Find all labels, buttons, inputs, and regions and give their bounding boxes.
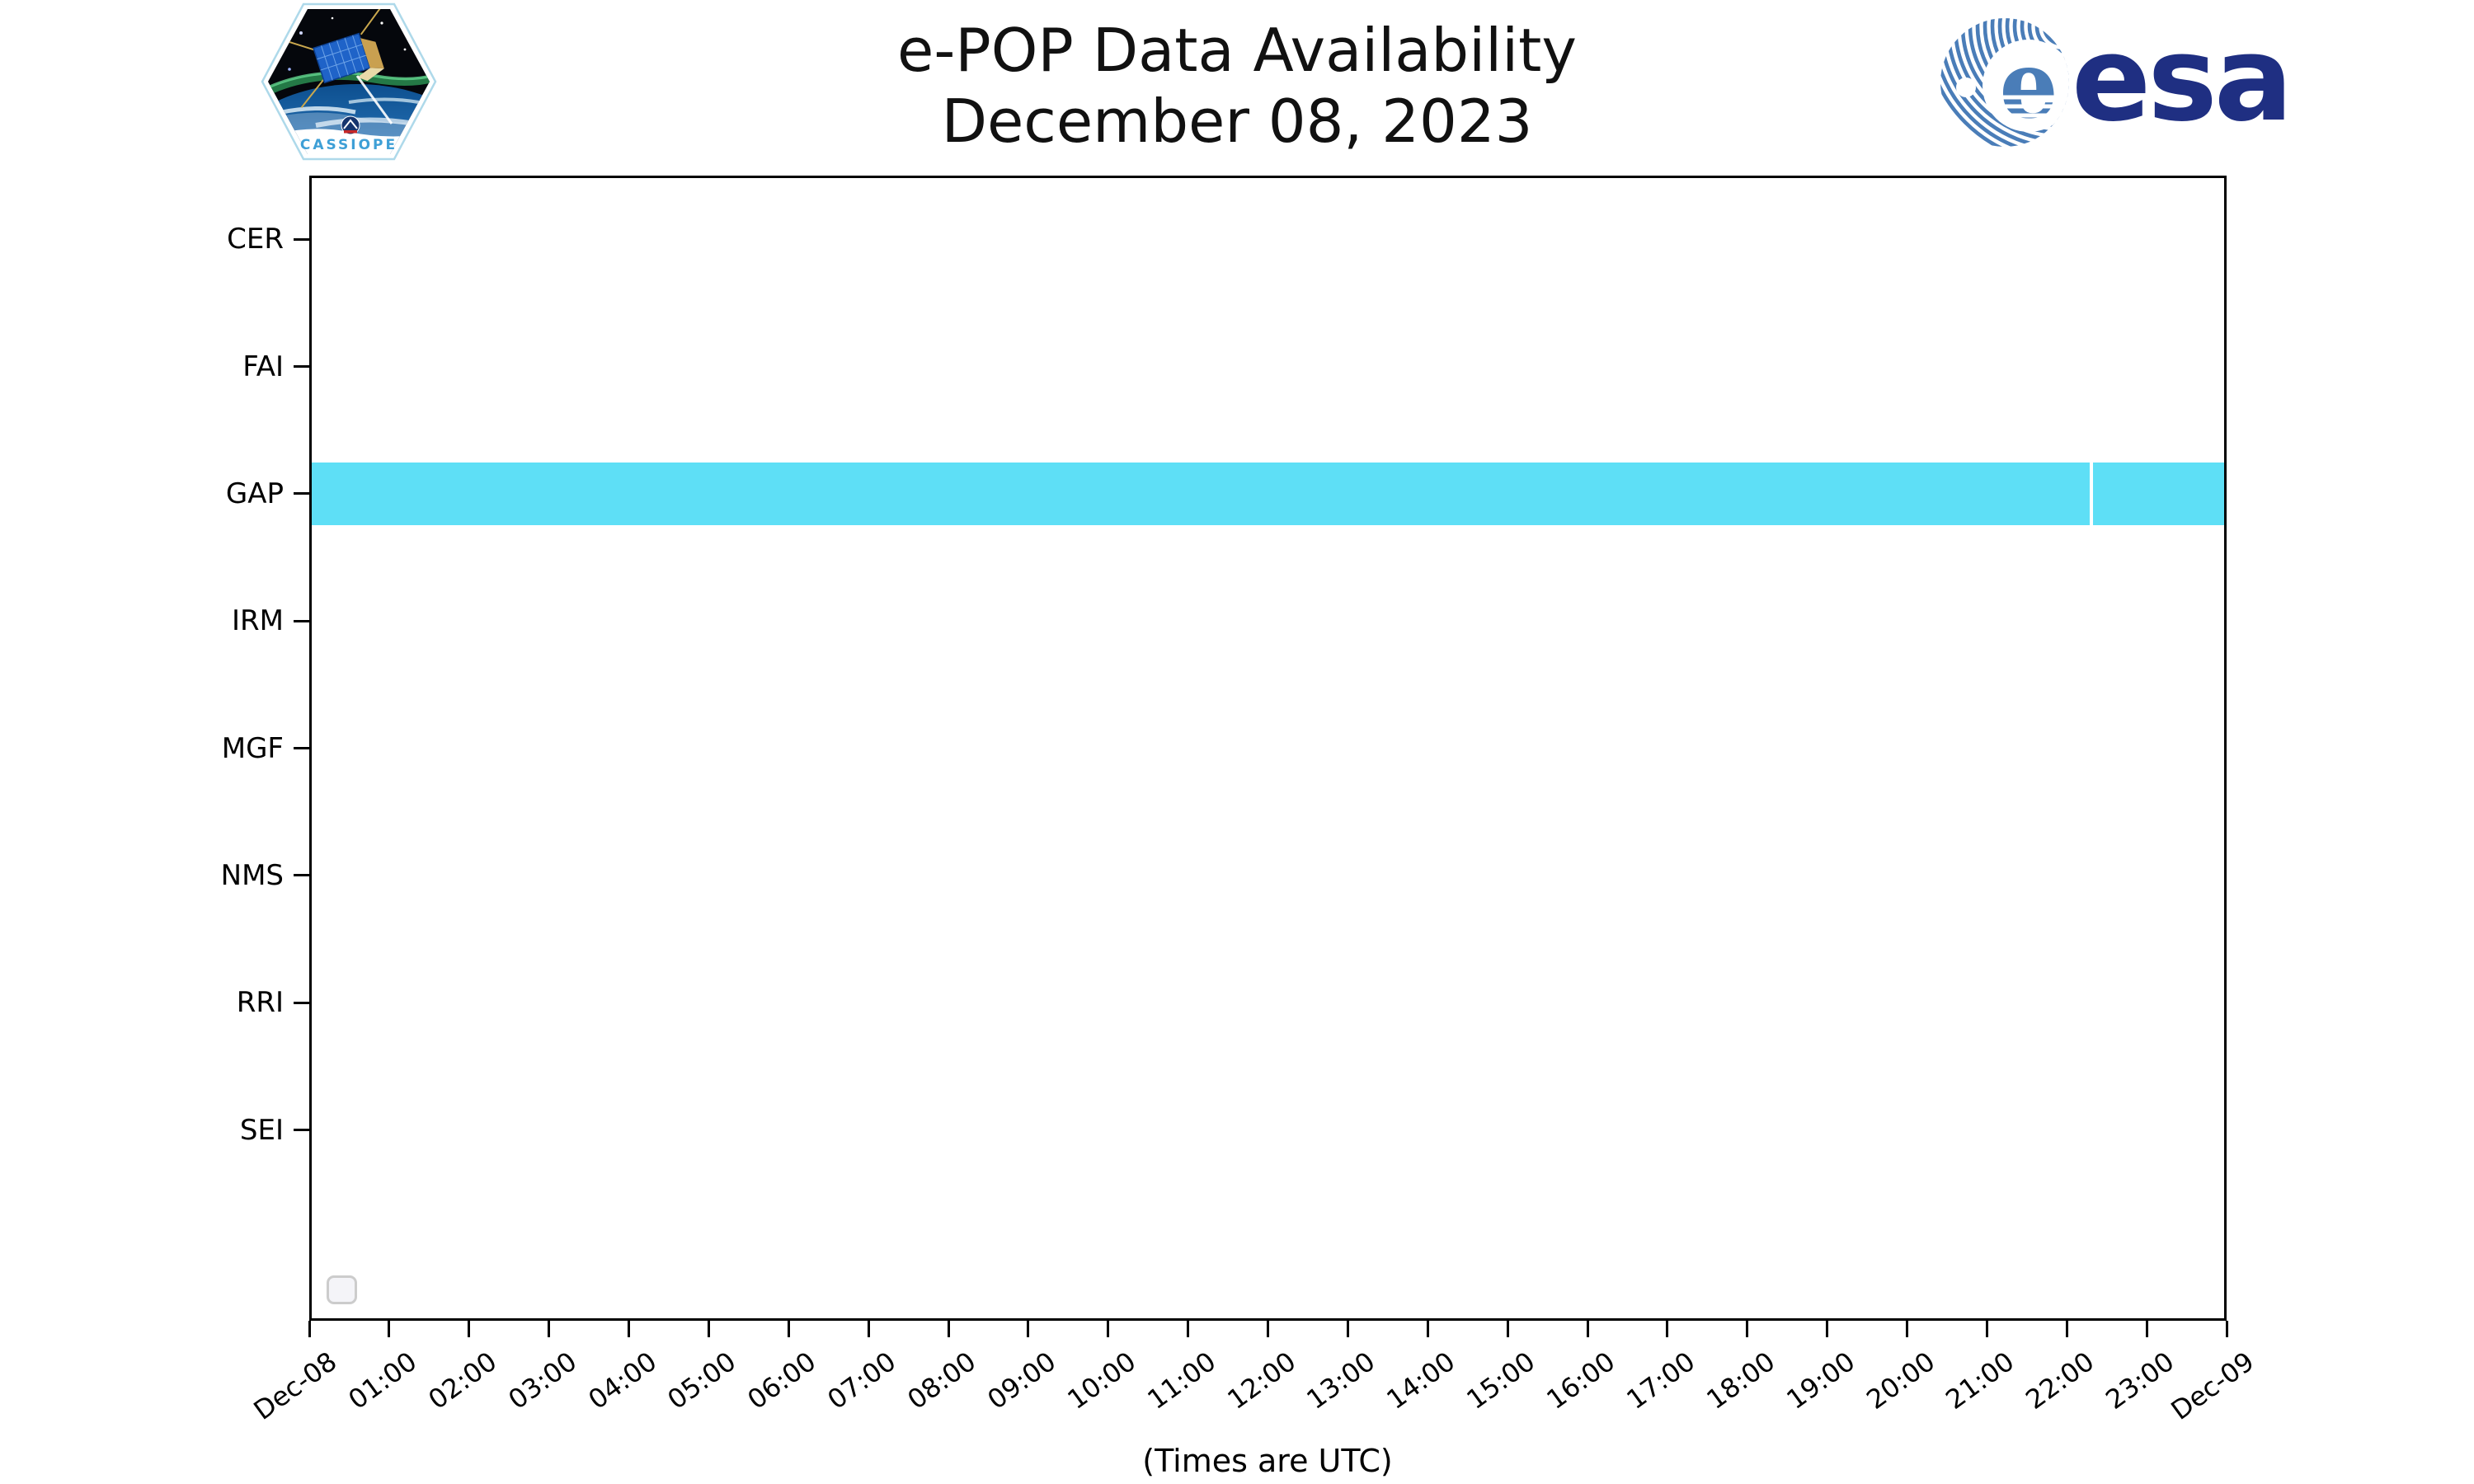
x-tick-0: [308, 1321, 311, 1337]
y-label-rri: RRI: [236, 986, 284, 1020]
y-tick-nms: [294, 874, 309, 877]
y-tick-sei: [294, 1129, 309, 1131]
x-tick-10: [1107, 1321, 1110, 1337]
x-tick-16: [1586, 1321, 1589, 1337]
x-label-2300: 23:00: [2100, 1345, 2180, 1416]
y-tick-gap: [294, 492, 309, 495]
x-label-0700: 07:00: [821, 1345, 902, 1416]
y-tick-irm: [294, 619, 309, 622]
x-label-2200: 22:00: [2020, 1345, 2100, 1416]
x-tick-15: [1506, 1321, 1509, 1337]
x-tick-9: [1027, 1321, 1030, 1337]
x-label-dec-08: Dec-08: [247, 1345, 343, 1426]
x-tick-7: [867, 1321, 870, 1337]
cassiope-label: CASSIOPE: [300, 137, 397, 153]
x-label-1800: 18:00: [1700, 1345, 1781, 1416]
y-tick-fai: [294, 365, 309, 368]
x-label-0600: 06:00: [741, 1345, 822, 1416]
x-tick-18: [1746, 1321, 1749, 1337]
y-label-fai: FAI: [242, 350, 284, 383]
x-tick-23: [2145, 1321, 2148, 1337]
x-tick-4: [628, 1321, 630, 1337]
x-tick-5: [707, 1321, 710, 1337]
page-subtitle-date: December 08, 2023: [941, 87, 1533, 156]
x-label-1900: 19:00: [1780, 1345, 1860, 1416]
x-label-0200: 02:00: [422, 1345, 503, 1416]
y-label-sei: SEI: [239, 1113, 284, 1147]
x-tick-20: [1906, 1321, 1908, 1337]
x-tick-11: [1187, 1321, 1190, 1337]
x-tick-3: [548, 1321, 551, 1337]
legend-box: [327, 1275, 357, 1304]
y-label-cer: CER: [227, 223, 284, 256]
y-tick-cer: [294, 237, 309, 241]
y-label-mgf: MGF: [221, 731, 284, 765]
x-label-2100: 21:00: [1940, 1345, 2020, 1416]
x-label-dec-09: Dec-09: [2165, 1345, 2260, 1426]
availability-bar-gap-0: [312, 462, 2091, 525]
x-label-0500: 05:00: [661, 1345, 742, 1416]
x-tick-14: [1426, 1321, 1429, 1337]
y-tick-mgf: [294, 747, 309, 749]
x-tick-24: [2225, 1321, 2228, 1337]
x-tick-13: [1346, 1321, 1349, 1337]
x-axis-caption: (Times are UTC): [1142, 1443, 1393, 1479]
chart-title-block: e-POP Data Availability December 08, 202…: [0, 15, 2474, 157]
x-tick-12: [1267, 1321, 1269, 1337]
availability-bar-gap-1: [2093, 462, 2224, 525]
cassiope-patch-icon: CASSIOPE: [261, 2, 437, 161]
x-label-0400: 04:00: [581, 1345, 662, 1416]
y-tick-rri: [294, 1001, 309, 1004]
page-title: e-POP Data Availability: [897, 16, 1577, 85]
x-label-0300: 03:00: [502, 1345, 582, 1416]
x-tick-1: [388, 1321, 391, 1337]
x-tick-21: [1985, 1321, 1988, 1337]
x-tick-8: [947, 1321, 950, 1337]
x-tick-17: [1666, 1321, 1669, 1337]
x-tick-2: [468, 1321, 471, 1337]
y-label-nms: NMS: [220, 858, 284, 892]
x-tick-6: [787, 1321, 790, 1337]
svg-text:e: e: [1999, 31, 2058, 139]
esa-globe-icon: e: [1940, 18, 2069, 147]
x-label-0100: 01:00: [342, 1345, 423, 1416]
y-label-gap: GAP: [225, 477, 284, 510]
x-tick-19: [1826, 1321, 1829, 1337]
x-label-2000: 20:00: [1860, 1345, 1940, 1416]
y-label-irm: IRM: [232, 604, 284, 638]
plot-area: [309, 176, 2227, 1321]
esa-wordmark: esa: [2072, 12, 2293, 148]
x-tick-22: [2065, 1321, 2068, 1337]
